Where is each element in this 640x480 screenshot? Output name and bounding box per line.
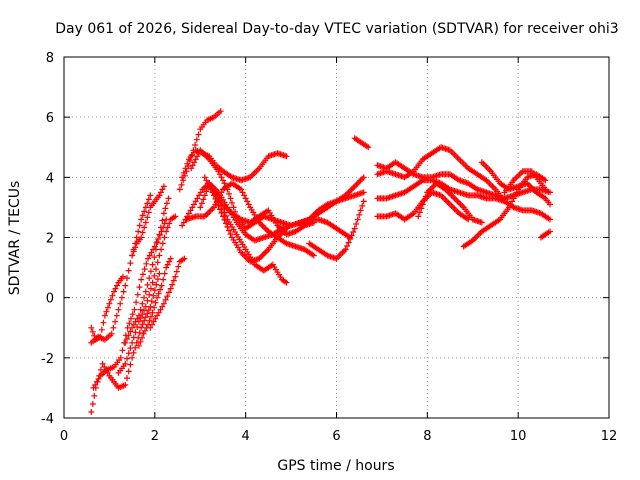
data-point-markers (374, 144, 508, 205)
series-arc-29 (537, 228, 553, 241)
data-point-markers (115, 213, 179, 376)
data-point-markers (537, 228, 553, 241)
y-tick-labels: -4 -2 0 2 4 6 8 (41, 51, 54, 427)
series-arc-19 (297, 189, 367, 229)
data-point-markers (501, 168, 549, 196)
series-arc-8 (135, 255, 174, 349)
series-arc-9 (147, 255, 188, 331)
data-point-markers (374, 177, 553, 223)
x-tick-label: 0 (60, 429, 68, 444)
data-point-markers (135, 255, 174, 349)
y-tick-label: 6 (46, 111, 54, 126)
data-point-markers (478, 159, 553, 208)
data-point-markers (297, 189, 367, 229)
data-point-markers (415, 180, 485, 226)
y-axis-label: SDTVAR / TECUs (7, 181, 23, 296)
series-arc-5 (115, 213, 179, 376)
x-tick-label: 2 (151, 429, 159, 444)
data-point-markers (147, 255, 188, 331)
data-point-markers (351, 135, 372, 151)
x-tick-label: 8 (423, 429, 431, 444)
data-point-markers (88, 273, 126, 343)
data-point-markers (122, 195, 172, 346)
series-arc-20 (351, 135, 372, 151)
x-tick-label: 6 (332, 429, 340, 444)
series-arc-28 (501, 168, 549, 196)
y-tick-label: 2 (46, 232, 54, 247)
y-tick-label: -4 (41, 412, 54, 427)
series-arc-7 (129, 183, 167, 259)
grid-lines (64, 57, 609, 418)
data-point-markers (306, 198, 367, 262)
x-axis-label: GPS time / hours (277, 458, 394, 474)
x-tick-label: 10 (510, 429, 527, 444)
series-arc-6 (122, 195, 172, 346)
x-tick-label: 12 (601, 429, 618, 444)
series-arc-2 (88, 273, 126, 343)
series-arc-22 (374, 144, 508, 205)
series-arc-23 (374, 177, 553, 223)
x-tick-labels: 0 2 4 6 8 10 12 (60, 429, 617, 444)
y-tick-label: 8 (46, 51, 54, 66)
series-arc-27 (478, 159, 553, 208)
series-arc-18 (306, 198, 367, 262)
y-tick-label: 4 (46, 171, 54, 186)
chart-title: Day 061 of 2026, Sidereal Day-to-day VTE… (55, 21, 618, 37)
y-tick-label: -2 (41, 352, 54, 367)
data-point-markers (129, 183, 167, 259)
x-tick-label: 4 (242, 429, 250, 444)
series-arc-25 (415, 180, 485, 226)
data-points (88, 108, 553, 415)
axis-ticks (63, 56, 610, 419)
y-tick-label: 0 (46, 292, 54, 307)
